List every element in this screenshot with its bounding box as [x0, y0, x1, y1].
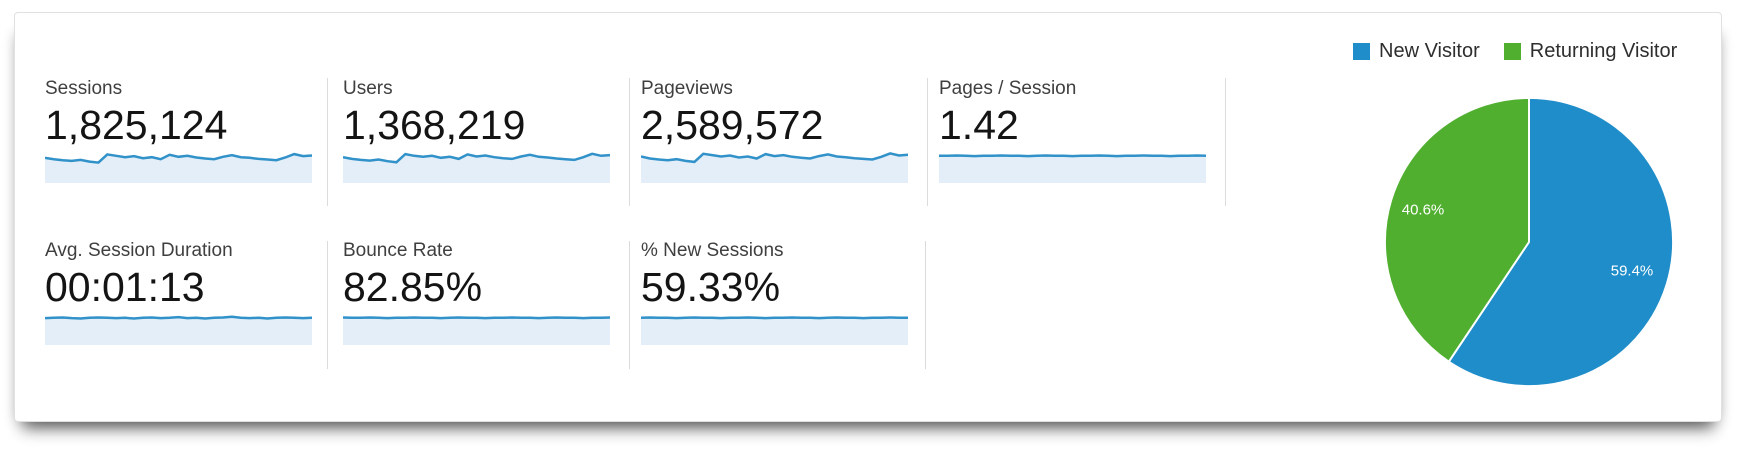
- divider: [629, 241, 630, 369]
- divider: [327, 241, 328, 369]
- metric-label: Sessions: [45, 78, 123, 99]
- legend-label: New Visitor: [1379, 40, 1480, 62]
- divider: [927, 78, 928, 206]
- sessions-sparkline: [45, 152, 312, 183]
- metric-pages-per-session[interactable]: Pages / Session 1.42: [939, 77, 1206, 183]
- legend-label: Returning Visitor: [1529, 40, 1678, 62]
- metric-pct-new-sessions[interactable]: % New Sessions 59.33%: [641, 239, 908, 345]
- metric-value: 1,368,219: [343, 102, 526, 148]
- divider: [1225, 78, 1226, 206]
- users-sparkline: [343, 152, 610, 183]
- pages-per-session-sparkline: [939, 154, 1206, 183]
- metric-label: Pages / Session: [939, 78, 1077, 99]
- metric-value: 1.42: [939, 102, 1019, 148]
- metric-pageviews[interactable]: Pageviews 2,589,572: [641, 77, 908, 183]
- metric-sessions[interactable]: Sessions 1,825,124: [45, 77, 312, 183]
- metric-value: 1,825,124: [45, 102, 228, 148]
- pct-new-sessions-sparkline: [641, 316, 908, 345]
- pageviews-sparkline: [641, 152, 908, 183]
- divider: [925, 241, 926, 369]
- new-visitor-swatch-icon: [1353, 43, 1370, 60]
- bounce-rate-sparkline: [343, 316, 610, 345]
- metric-label: Users: [343, 78, 393, 99]
- legend-item-returning-visitor[interactable]: Returning Visitor: [1503, 40, 1678, 63]
- metric-value: 82.85%: [343, 264, 483, 310]
- metric-avg-session-duration[interactable]: Avg. Session Duration 00:01:13: [45, 239, 312, 345]
- divider: [327, 78, 328, 206]
- metric-label: % New Sessions: [641, 240, 784, 261]
- visitor-pie-chart[interactable]: [1382, 95, 1676, 389]
- legend-item-new-visitor[interactable]: New Visitor: [1353, 40, 1480, 63]
- pie-svg[interactable]: [1382, 95, 1676, 389]
- metric-value: 2,589,572: [641, 102, 824, 148]
- metric-bounce-rate[interactable]: Bounce Rate 82.85%: [343, 239, 610, 345]
- metric-value: 59.33%: [641, 264, 781, 310]
- metric-users[interactable]: Users 1,368,219: [343, 77, 610, 183]
- metric-value: 00:01:13: [45, 264, 205, 310]
- divider: [629, 78, 630, 206]
- metric-label: Pageviews: [641, 78, 733, 99]
- pie-legend: New Visitor Returning Visitor: [1353, 40, 1677, 63]
- metric-label: Bounce Rate: [343, 240, 453, 261]
- avg-session-duration-sparkline: [45, 315, 312, 345]
- metric-label: Avg. Session Duration: [45, 240, 233, 261]
- returning-visitor-swatch-icon: [1503, 43, 1521, 60]
